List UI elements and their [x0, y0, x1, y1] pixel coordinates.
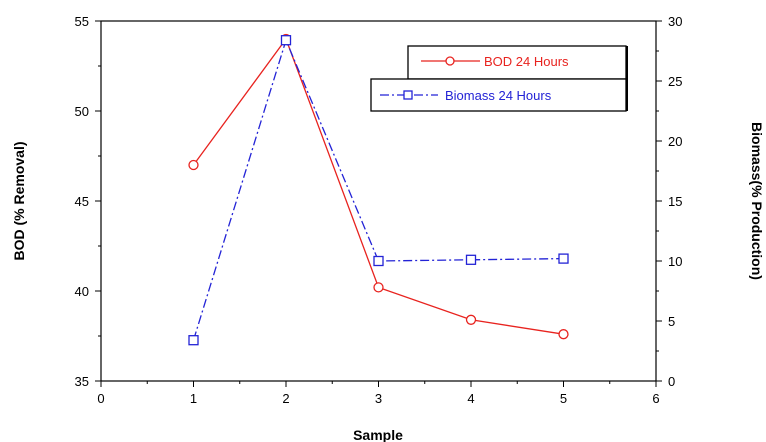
data-point	[280, 35, 292, 46]
legend-biomass: Biomass 24 Hours	[370, 78, 628, 112]
left-y-tick-label: 40	[75, 284, 89, 299]
data-point	[465, 314, 477, 325]
x-tick-label: 5	[560, 391, 567, 406]
left-y-axis-title: BOD (% Removal)	[11, 141, 27, 260]
data-point	[465, 254, 477, 265]
series-layer	[188, 33, 569, 346]
legend-biomass-label: Biomass 24 Hours	[445, 88, 552, 103]
right-y-tick-label: 20	[668, 134, 682, 149]
x-tick-label: 1	[190, 391, 197, 406]
data-point	[373, 255, 384, 267]
right-y-tick-label: 15	[668, 194, 682, 209]
x-tick-label: 2	[282, 391, 289, 406]
left-y-tick-label: 55	[75, 14, 89, 29]
left-y-tick-label: 35	[75, 374, 89, 389]
x-tick-label: 3	[375, 391, 382, 406]
x-axis-ticks: 0 1 2 3 4 5 6	[97, 381, 660, 406]
legend-bod: BOD 24 Hours	[407, 45, 628, 80]
right-y-tick-label: 5	[668, 314, 675, 329]
left-y-axis-ticks: 35 40 45 50 55	[75, 14, 101, 389]
x-tick-label: 0	[97, 391, 104, 406]
data-point	[373, 282, 384, 293]
legend-biomass-shadow	[626, 79, 628, 111]
left-y-tick-label: 50	[75, 104, 89, 119]
right-y-axis-title: Biomass(% Production)	[749, 122, 765, 280]
right-y-tick-label: 0	[668, 374, 675, 389]
right-y-tick-label: 30	[668, 14, 682, 29]
left-y-tick-label: 45	[75, 194, 89, 209]
data-point	[188, 335, 199, 346]
x-tick-label: 4	[467, 391, 474, 406]
data-point	[558, 329, 569, 340]
x-tick-label: 6	[652, 391, 659, 406]
right-y-tick-label: 25	[668, 74, 682, 89]
right-y-tick-label: 10	[668, 254, 682, 269]
data-point	[558, 253, 569, 264]
data-point	[188, 159, 199, 171]
legend-bod-swatch-marker	[445, 56, 455, 66]
right-y-axis-ticks: 0 5 10 15 20 25 30	[656, 14, 682, 389]
x-axis-title: Sample	[353, 427, 403, 442]
series-line-1	[192, 38, 564, 341]
legend-biomass-swatch-marker	[403, 90, 413, 100]
legend-bod-label: BOD 24 Hours	[484, 54, 569, 69]
legend-bod-shadow	[626, 46, 628, 79]
